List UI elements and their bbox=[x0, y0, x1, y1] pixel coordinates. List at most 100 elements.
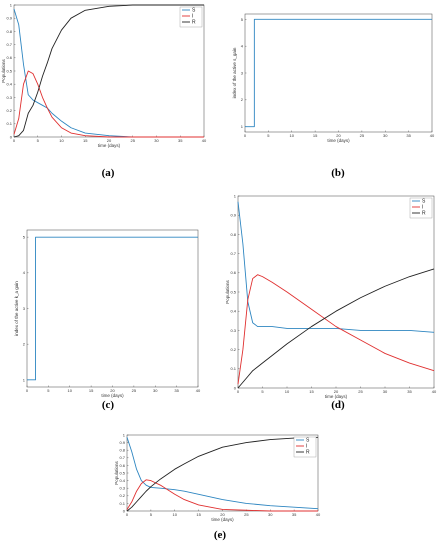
y-tick-label: 0.4 bbox=[119, 478, 125, 483]
x-tick-label: 30 bbox=[154, 138, 159, 143]
x-tick-label: 5 bbox=[37, 138, 40, 143]
legend: SIR bbox=[293, 436, 317, 458]
x-tick-label: 10 bbox=[59, 138, 64, 143]
x-tick-label: 15 bbox=[309, 389, 314, 394]
x-tick-label: 0 bbox=[26, 388, 29, 393]
x-axis-label: time (days) bbox=[327, 138, 350, 143]
series-line-I bbox=[126, 479, 318, 512]
y-tick-label: 0.8 bbox=[230, 232, 236, 237]
y-tick-label: 0.2 bbox=[6, 108, 12, 113]
x-tick-label: 15 bbox=[89, 388, 94, 393]
legend-entry: S bbox=[192, 8, 196, 14]
x-tick-label: 25 bbox=[360, 133, 365, 138]
plot-area bbox=[26, 229, 199, 388]
y-tick-label: 0.2 bbox=[230, 347, 236, 352]
y-tick-label: 0.3 bbox=[119, 486, 125, 491]
panel-caption: (b) bbox=[331, 167, 345, 179]
x-tick-label: 5 bbox=[267, 133, 270, 138]
x-tick-label: 10 bbox=[290, 133, 295, 138]
series-line-I bbox=[13, 70, 204, 138]
y-axis-label: Populations bbox=[1, 58, 6, 82]
legend-entry: S bbox=[422, 199, 426, 205]
y-axis-label: Populations bbox=[114, 460, 119, 484]
x-axis-label: time (days) bbox=[98, 143, 121, 148]
x-tick-label: 10 bbox=[285, 389, 290, 394]
y-tick-label: 5 bbox=[23, 235, 26, 240]
chart-panel-3: 0 5 10 15 20 25 30 35 40 1 2 3 4 5 time (days) index of… bbox=[14, 229, 201, 411]
y-tick-label: 4 bbox=[241, 44, 244, 49]
x-tick-label: 15 bbox=[313, 133, 318, 138]
x-tick-label: 20 bbox=[334, 389, 339, 394]
legend-entry: R bbox=[422, 211, 426, 217]
x-tick-label: 10 bbox=[173, 512, 178, 517]
x-axis-label: time (days) bbox=[101, 393, 124, 398]
chart-panel-1: 0 5 10 15 20 25 30 35 40 0 0.1 0.2 0.3 0.4 0.5 0.6 0.7 0.… bbox=[1, 2, 207, 179]
legend-entry: S bbox=[306, 438, 310, 444]
series-line-S bbox=[126, 437, 319, 510]
x-tick-label: 0 bbox=[244, 133, 247, 138]
y-tick-label: 0.6 bbox=[6, 55, 12, 60]
series-line-I bbox=[237, 274, 435, 385]
y-tick-label: 0.7 bbox=[6, 42, 12, 47]
y-tick-label: 3 bbox=[241, 70, 244, 75]
x-tick-label: 20 bbox=[110, 388, 115, 393]
x-tick-label: 35 bbox=[292, 512, 297, 517]
x-tick-label: 20 bbox=[336, 133, 341, 138]
y-tick-label: 2 bbox=[23, 342, 26, 347]
y-tick-label: 1 bbox=[10, 2, 13, 7]
plot-area bbox=[13, 4, 205, 138]
plot-area bbox=[126, 434, 319, 512]
y-tick-label: 0.5 bbox=[6, 68, 12, 73]
series-line-index bbox=[27, 236, 198, 381]
x-tick-label: 5 bbox=[261, 389, 264, 394]
legend: SIR bbox=[409, 197, 433, 219]
series-line-index bbox=[245, 18, 432, 128]
x-tick-label: 30 bbox=[153, 388, 158, 393]
y-tick-label: 1 bbox=[123, 432, 126, 437]
series-line-R bbox=[237, 268, 435, 389]
chart-panel-5: 0 5 10 15 20 25 30 35 40 0 0.1 0.2 0.3 0.4 0.5 0.6 0.7 0.… bbox=[114, 432, 321, 541]
x-tick-label: 25 bbox=[131, 138, 136, 143]
x-tick-label: 15 bbox=[83, 138, 88, 143]
y-tick-label: 5 bbox=[241, 17, 244, 22]
legend-entry: I bbox=[422, 205, 423, 211]
x-tick-label: 35 bbox=[178, 138, 183, 143]
x-axis-label: time (days) bbox=[211, 517, 234, 522]
x-tick-label: 40 bbox=[196, 388, 201, 393]
x-tick-label: 0 bbox=[237, 389, 240, 394]
panel-caption: (d) bbox=[331, 399, 345, 411]
x-tick-label: 40 bbox=[430, 133, 435, 138]
y-tick-label: 3 bbox=[23, 306, 26, 311]
chart-panel-4: 0 5 10 15 20 25 30 35 40 0 0.1 0.2 0.3 0.4 0.5 0.6 0.7 0.… bbox=[225, 193, 437, 411]
y-tick-label: 0.4 bbox=[230, 309, 236, 314]
x-tick-label: 25 bbox=[358, 389, 363, 394]
y-tick-label: 0 bbox=[10, 134, 13, 139]
y-tick-label: 0.7 bbox=[230, 251, 236, 256]
panel-caption: (c) bbox=[102, 399, 115, 411]
x-tick-label: 30 bbox=[268, 512, 273, 517]
series-line-S bbox=[237, 201, 435, 333]
legend-entry: I bbox=[192, 14, 193, 20]
x-tick-label: 35 bbox=[406, 133, 411, 138]
y-tick-label: 1 bbox=[241, 124, 244, 129]
y-tick-label: 0.1 bbox=[119, 501, 125, 506]
y-axis-label: index of the active k_a gain bbox=[14, 281, 19, 336]
x-tick-label: 20 bbox=[107, 138, 112, 143]
x-axis-label: time (days) bbox=[325, 394, 348, 399]
legend-entry: I bbox=[306, 444, 307, 450]
x-tick-label: 25 bbox=[244, 512, 249, 517]
legend-entry: R bbox=[306, 450, 310, 456]
y-tick-label: 0.1 bbox=[230, 366, 236, 371]
x-tick-label: 40 bbox=[432, 389, 437, 394]
x-tick-label: 40 bbox=[316, 512, 321, 517]
x-tick-label: 5 bbox=[47, 388, 50, 393]
x-tick-label: 30 bbox=[383, 389, 388, 394]
y-tick-label: 0.8 bbox=[6, 29, 12, 34]
chart-panel-2: 0 5 10 15 20 25 30 35 40 1 2 3 4 5 time (days) index of… bbox=[232, 13, 435, 179]
y-axis-label: Populations bbox=[225, 279, 230, 303]
y-tick-label: 0.5 bbox=[119, 470, 125, 475]
series-line-R bbox=[13, 4, 204, 138]
y-tick-label: 0.3 bbox=[230, 328, 236, 333]
x-tick-label: 15 bbox=[196, 512, 201, 517]
